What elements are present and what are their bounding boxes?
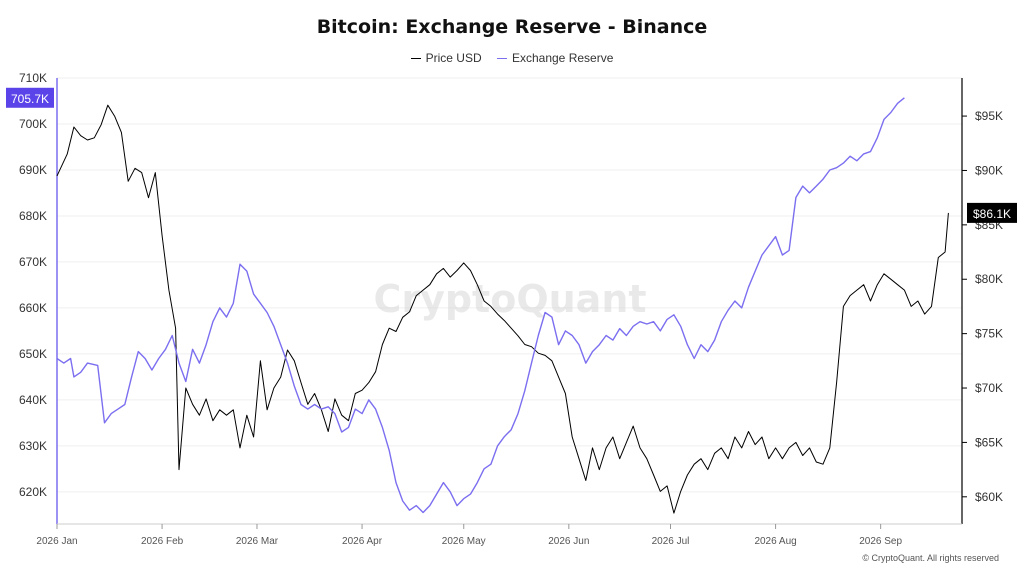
- x-tick-label: 2026 Jul: [652, 536, 690, 547]
- legend-label-price: Price USD: [425, 50, 482, 65]
- left-tick-label: 710K: [19, 71, 47, 85]
- current-value-badges: 705.7K $86.1K: [6, 87, 1017, 223]
- left-tick-label: 630K: [19, 439, 47, 453]
- left-tick-label: 620K: [19, 485, 47, 499]
- x-tick-label: 2026 Feb: [141, 536, 184, 547]
- left-tick-label: 670K: [19, 255, 47, 269]
- reserve-current-label: 705.7K: [11, 92, 49, 106]
- x-tick-label: 2026 Sep: [859, 536, 902, 547]
- x-tick-label: 2026 Jan: [36, 536, 77, 547]
- left-tick-label: 690K: [19, 163, 47, 177]
- x-tick-label: 2026 Jun: [548, 536, 589, 547]
- x-tick-label: 2026 Mar: [236, 536, 279, 547]
- x-tick-label: 2026 Aug: [754, 536, 796, 547]
- chart-title: Bitcoin: Exchange Reserve - Binance: [316, 16, 708, 38]
- right-tick-label: $80K: [975, 272, 1003, 286]
- legend-swatch-price: [410, 58, 421, 60]
- legend-item-price[interactable]: Price USD: [410, 50, 482, 65]
- left-tick-label: 640K: [19, 393, 47, 407]
- price-current-label: $86.1K: [973, 207, 1011, 221]
- price-current-badge: [967, 202, 1017, 223]
- left-tick-label: 700K: [19, 117, 47, 131]
- legend-item-reserve[interactable]: Exchange Reserve: [496, 50, 614, 65]
- right-tick-label: $60K: [975, 490, 1003, 504]
- watermark: CryptoQuant: [373, 277, 646, 321]
- series-line-price-usd[interactable]: [56, 104, 949, 514]
- left-axis: 620K 630K 640K 650K 660K 670K 680K 690K 700K 710K: [19, 71, 58, 524]
- series-lines: [56, 97, 949, 514]
- copyright: © CryptoQuant. All rights reserved: [862, 553, 999, 563]
- left-tick-label: 650K: [19, 347, 47, 361]
- grid-lines: [57, 77, 962, 493]
- x-axis: 2026 Jan 2026 Feb 2026 Mar 2026 Apr 2026 May…: [36, 523, 962, 547]
- left-tick-label: 680K: [19, 209, 47, 223]
- x-tick-label: 2026 May: [442, 536, 486, 547]
- right-tick-label: $65K: [975, 435, 1003, 449]
- right-tick-label: $90K: [975, 163, 1003, 177]
- reserve-current-badge: [6, 87, 54, 108]
- series-line-exchange-reserve[interactable]: [56, 97, 905, 514]
- legend-label-reserve: Exchange Reserve: [511, 50, 614, 65]
- legend: Price USD Exchange Reserve: [0, 50, 1024, 65]
- legend-swatch-reserve: [496, 58, 507, 60]
- right-tick-label: $95K: [975, 109, 1003, 123]
- left-tick-label: 660K: [19, 301, 47, 315]
- right-tick-label: $75K: [975, 327, 1003, 341]
- x-tick-label: 2026 Apr: [342, 536, 383, 547]
- right-tick-label: $70K: [975, 381, 1003, 395]
- right-axis: $60K$65K$70K$75K$80K$85K$90K$95K: [961, 78, 1003, 524]
